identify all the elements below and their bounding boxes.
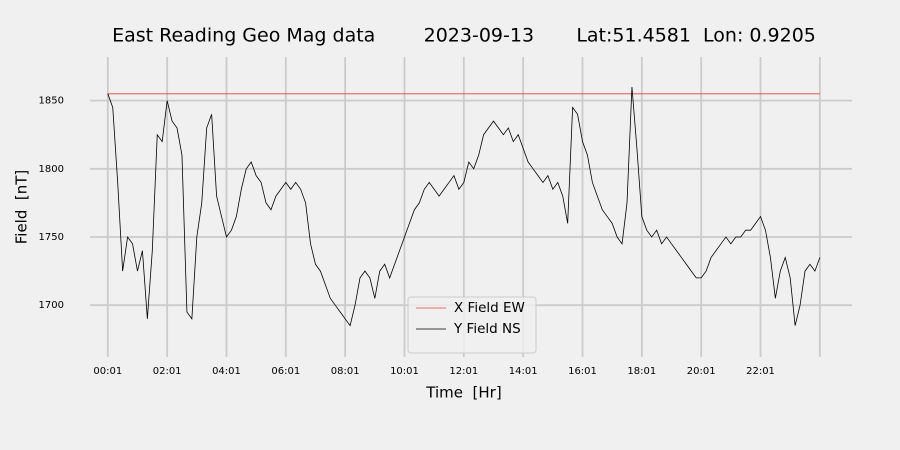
y-tick-label: 1800 [39, 164, 64, 175]
x-tick-label: 22:01 [746, 366, 775, 377]
data-line [107, 86, 821, 327]
legend-label: Y Field NS [453, 321, 521, 337]
x-tick-label: 14:01 [509, 366, 538, 377]
x-tick-label: 12:01 [449, 366, 478, 377]
y-tick-label: 1700 [39, 300, 64, 311]
y-axis-label: Field [nT] [13, 170, 31, 245]
x-tick-label: 20:01 [687, 366, 716, 377]
x-tick-label: 08:01 [331, 366, 360, 377]
x-tick-label: 10:01 [390, 366, 419, 377]
legend-box [407, 296, 537, 354]
chart-title: East Reading Geo Mag data 2023-09-13 Lat… [112, 25, 816, 47]
legend-label: X Field EW [454, 300, 525, 316]
x-tick-label: 06:01 [271, 366, 300, 377]
x-tick-label: 02:01 [153, 366, 182, 377]
x-tick-label: 04:01 [212, 366, 241, 377]
x-tick-label: 00:01 [93, 366, 122, 377]
y-tick-label: 1750 [39, 232, 64, 243]
x-axis-label: Time [Hr] [425, 384, 501, 402]
x-tick-label: 16:01 [568, 366, 597, 377]
x-tick-label: 18:01 [627, 366, 656, 377]
y-tick-label: 1850 [39, 96, 64, 107]
